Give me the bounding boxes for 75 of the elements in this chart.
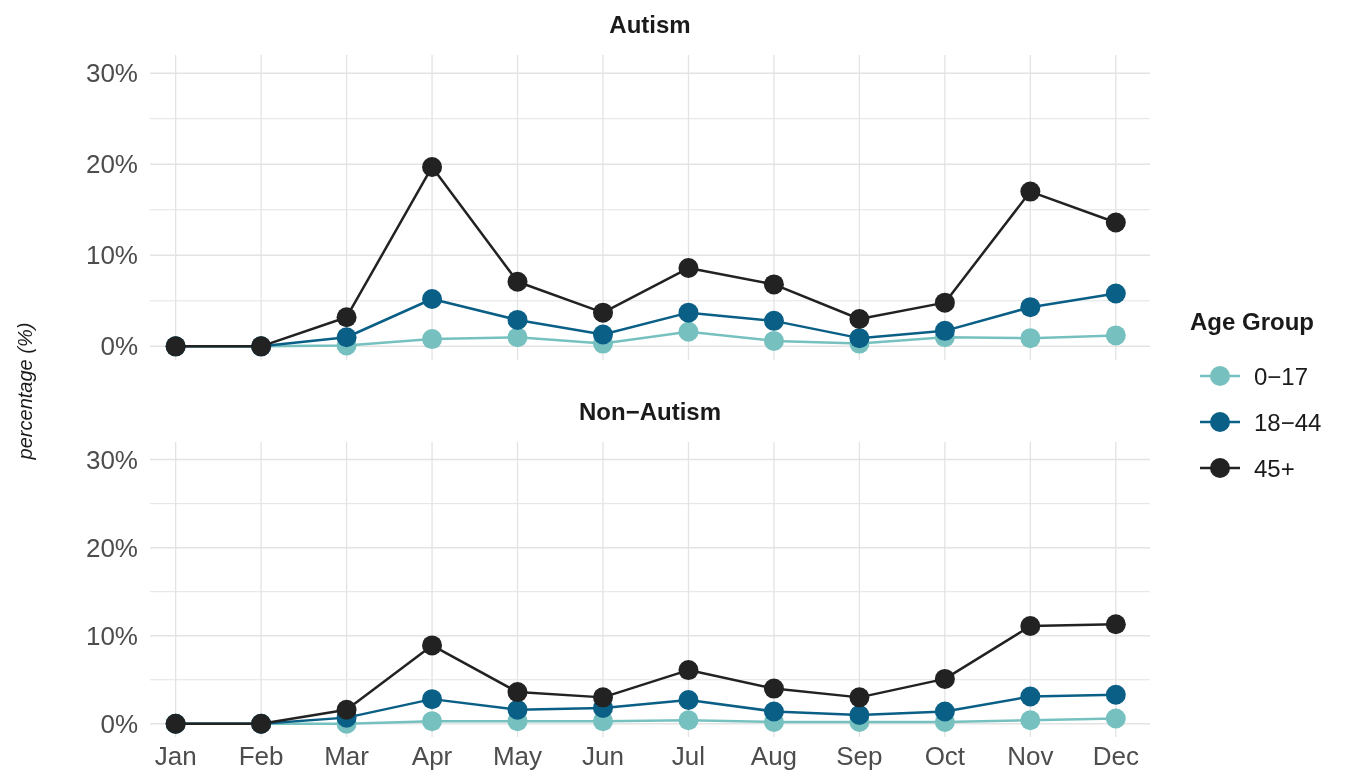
legend-label: 18−44 (1254, 408, 1322, 436)
y-tick-label: 20% (85, 149, 138, 180)
point (1105, 283, 1126, 304)
point (678, 710, 699, 731)
x-tick-label: Jan (154, 741, 197, 771)
point (934, 668, 955, 689)
y-tick-label: 30% (85, 58, 138, 89)
point (507, 309, 528, 330)
point (763, 310, 784, 331)
x-tick-label: Mar (324, 741, 370, 771)
point (507, 682, 528, 703)
legend-label: 45+ (1254, 454, 1295, 482)
point (934, 701, 955, 722)
point (507, 327, 528, 348)
chart-title: Non−Autism (578, 398, 722, 425)
point (336, 327, 357, 348)
point (849, 687, 870, 708)
point (849, 309, 870, 330)
x-tick-label: May (492, 741, 543, 771)
point (1105, 708, 1126, 729)
x-tick-label: Sep (836, 741, 883, 771)
point (678, 321, 699, 342)
point (1020, 297, 1041, 318)
point (849, 328, 870, 349)
point (763, 701, 784, 722)
point (336, 307, 357, 328)
point (1105, 212, 1126, 233)
y-tick-label: 10% (85, 620, 138, 651)
x-tick-label: Aug (750, 741, 798, 771)
point (763, 678, 784, 699)
y-tick-label: 0% (100, 708, 138, 739)
x-tick-label: Nov (1007, 741, 1054, 771)
point (1105, 325, 1126, 346)
point (1020, 181, 1041, 202)
point (934, 320, 955, 341)
x-tick-label: Jun (582, 741, 624, 771)
y-axis-title: percentage (%) (14, 322, 36, 461)
y-tick-label: 20% (85, 532, 138, 563)
point (1105, 614, 1126, 635)
point (422, 156, 443, 177)
point (678, 690, 699, 711)
point (1020, 710, 1041, 731)
legend-title: Age Group (1190, 308, 1314, 335)
point (422, 689, 443, 710)
point (507, 699, 528, 720)
point (592, 302, 613, 323)
point (422, 289, 443, 309)
y-tick-label: 10% (85, 240, 138, 271)
x-tick-label: Jul (671, 741, 706, 771)
legend-label: 0−17 (1254, 362, 1309, 390)
point (1020, 616, 1041, 637)
point (934, 292, 955, 313)
chart-title: Autism (609, 11, 691, 38)
point (422, 329, 443, 350)
x-tick-label: Dec (1092, 741, 1139, 771)
point (763, 330, 784, 351)
y-tick-label: 30% (85, 444, 138, 475)
point (422, 635, 443, 656)
point (678, 302, 699, 323)
point (678, 660, 699, 681)
point (1020, 686, 1041, 707)
point (422, 711, 443, 732)
y-tick-label: 0% (100, 331, 138, 362)
point (336, 699, 357, 720)
point (1105, 684, 1126, 705)
point (507, 271, 528, 292)
point (592, 324, 613, 345)
point (678, 258, 699, 279)
point (1020, 328, 1041, 349)
x-tick-label: Feb (238, 741, 284, 771)
x-tick-label: Oct (924, 741, 966, 771)
point (849, 704, 870, 725)
point (763, 274, 784, 295)
point (592, 687, 613, 708)
x-tick-label: Apr (411, 741, 453, 771)
